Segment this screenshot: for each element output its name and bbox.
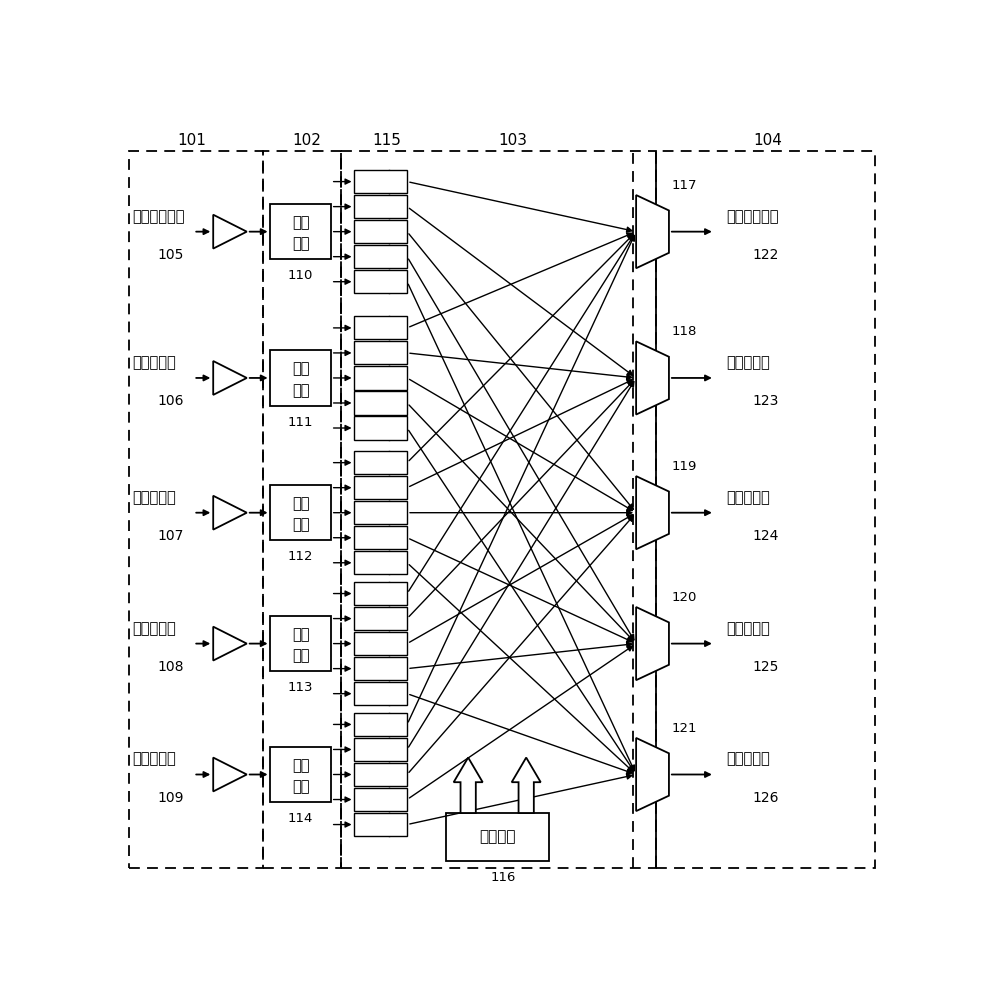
Bar bbox=[355, 632, 407, 655]
Bar bbox=[355, 501, 407, 524]
Bar bbox=[355, 813, 407, 836]
Text: 路由: 路由 bbox=[292, 627, 309, 642]
Polygon shape bbox=[636, 195, 669, 268]
Bar bbox=[355, 526, 407, 549]
Text: 算法: 算法 bbox=[292, 779, 309, 794]
Bar bbox=[355, 416, 407, 440]
Bar bbox=[656, 151, 875, 868]
Polygon shape bbox=[636, 607, 669, 680]
Bar bbox=[271, 485, 331, 540]
Bar bbox=[355, 366, 407, 390]
Text: 107: 107 bbox=[158, 529, 184, 543]
Bar bbox=[271, 616, 331, 671]
Polygon shape bbox=[213, 627, 247, 661]
Bar bbox=[355, 551, 407, 574]
Bar bbox=[355, 607, 407, 630]
Polygon shape bbox=[213, 215, 247, 249]
Polygon shape bbox=[636, 738, 669, 811]
Text: 117: 117 bbox=[671, 179, 696, 192]
Polygon shape bbox=[636, 476, 669, 549]
Text: 输入端口南: 输入端口南 bbox=[132, 621, 176, 636]
Bar bbox=[355, 451, 407, 474]
Text: 119: 119 bbox=[671, 460, 696, 473]
Text: 104: 104 bbox=[754, 133, 783, 148]
Text: 输入端口北: 输入端口北 bbox=[132, 355, 176, 370]
Text: 输出端口东: 输出端口东 bbox=[726, 490, 770, 505]
Text: 118: 118 bbox=[671, 325, 696, 338]
Bar bbox=[355, 270, 407, 293]
Bar bbox=[355, 195, 407, 218]
Text: 110: 110 bbox=[288, 269, 313, 282]
Text: 124: 124 bbox=[753, 529, 779, 543]
Text: 输出端口西: 输出端口西 bbox=[726, 752, 770, 767]
Bar bbox=[355, 738, 407, 761]
Text: 111: 111 bbox=[288, 416, 313, 429]
Bar bbox=[445, 813, 549, 861]
Text: 116: 116 bbox=[491, 871, 516, 884]
Text: 112: 112 bbox=[288, 550, 313, 563]
Text: 102: 102 bbox=[292, 133, 321, 148]
Polygon shape bbox=[636, 341, 669, 415]
Bar bbox=[355, 657, 407, 680]
Bar bbox=[355, 245, 407, 268]
Bar bbox=[263, 151, 341, 868]
Text: 仲裁控制: 仲裁控制 bbox=[479, 829, 515, 844]
Text: 114: 114 bbox=[288, 812, 313, 825]
Text: 输出端口北: 输出端口北 bbox=[726, 355, 770, 370]
Polygon shape bbox=[511, 758, 541, 813]
Bar bbox=[355, 788, 407, 811]
Text: 算法: 算法 bbox=[292, 518, 309, 533]
Bar bbox=[355, 582, 407, 605]
Text: 113: 113 bbox=[288, 681, 313, 694]
Text: 输入端口东: 输入端口东 bbox=[132, 490, 176, 505]
Bar bbox=[355, 763, 407, 786]
Text: 101: 101 bbox=[177, 133, 206, 148]
Bar bbox=[355, 682, 407, 705]
Text: 路由: 路由 bbox=[292, 496, 309, 511]
Text: 103: 103 bbox=[498, 133, 527, 148]
Bar bbox=[355, 220, 407, 243]
Text: 算法: 算法 bbox=[292, 648, 309, 663]
Text: 123: 123 bbox=[753, 394, 779, 408]
Text: 105: 105 bbox=[158, 248, 184, 262]
Bar bbox=[271, 204, 331, 259]
Bar bbox=[355, 170, 407, 193]
Text: 输入端口西: 输入端口西 bbox=[132, 752, 176, 767]
Text: 算法: 算法 bbox=[292, 236, 309, 251]
Bar bbox=[355, 713, 407, 736]
Bar bbox=[271, 747, 331, 802]
Text: 输出端口南: 输出端口南 bbox=[726, 621, 770, 636]
Bar bbox=[355, 316, 407, 339]
Text: 109: 109 bbox=[158, 791, 184, 805]
Bar bbox=[341, 151, 656, 868]
Polygon shape bbox=[213, 496, 247, 530]
Text: 输入端口本地: 输入端口本地 bbox=[132, 209, 185, 224]
Bar bbox=[355, 476, 407, 499]
Polygon shape bbox=[213, 361, 247, 395]
Bar bbox=[271, 350, 331, 406]
Bar bbox=[129, 151, 263, 868]
Text: 路由: 路由 bbox=[292, 361, 309, 376]
Text: 106: 106 bbox=[158, 394, 184, 408]
Text: 125: 125 bbox=[753, 660, 779, 674]
Text: 126: 126 bbox=[753, 791, 779, 805]
Text: 121: 121 bbox=[671, 722, 696, 735]
Polygon shape bbox=[213, 758, 247, 791]
Text: 算法: 算法 bbox=[292, 383, 309, 398]
Text: 122: 122 bbox=[753, 248, 779, 262]
Bar bbox=[355, 341, 407, 364]
Text: 120: 120 bbox=[671, 591, 696, 604]
Text: 输出端口本地: 输出端口本地 bbox=[726, 209, 779, 224]
Bar bbox=[355, 391, 407, 415]
Text: 路由: 路由 bbox=[292, 215, 309, 230]
Text: 108: 108 bbox=[158, 660, 184, 674]
Text: 路由: 路由 bbox=[292, 758, 309, 773]
Text: 115: 115 bbox=[372, 133, 401, 148]
Polygon shape bbox=[454, 758, 483, 813]
